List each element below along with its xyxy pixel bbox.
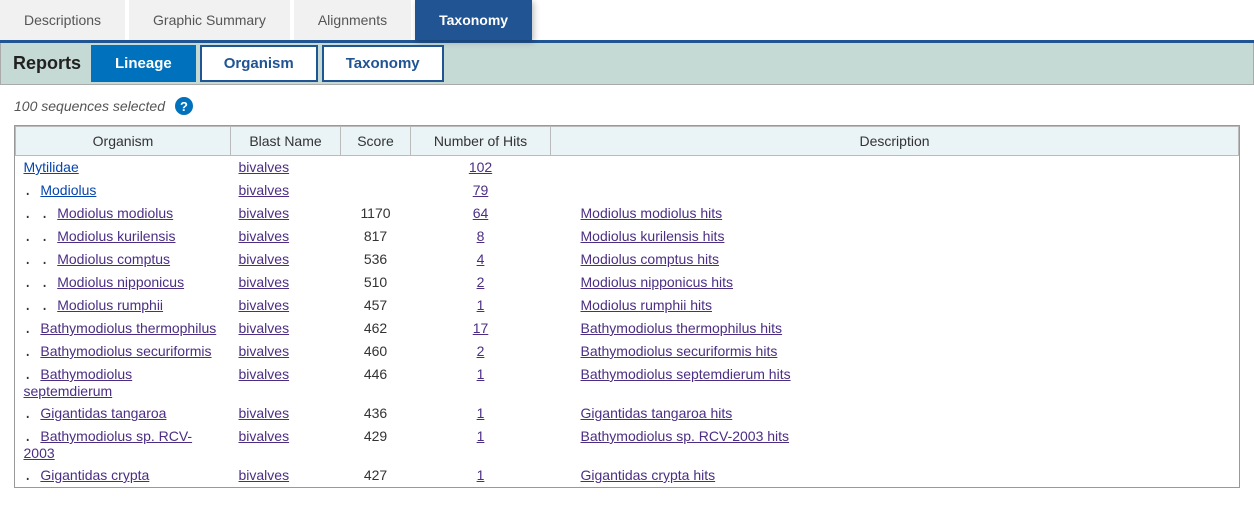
score-cell: 536 xyxy=(341,248,411,271)
organism-link[interactable]: Bathymodiolus securiformis xyxy=(40,343,211,359)
table-row: . . Modiolus nipponicusbivalves5102Modio… xyxy=(16,271,1239,294)
blast-name-link[interactable]: bivalves xyxy=(239,405,290,421)
hits-link[interactable]: 1 xyxy=(477,467,485,483)
organism-link[interactable]: Bathymodiolus septemdierum xyxy=(24,366,133,399)
description-link[interactable]: Bathymodiolus sp. RCV-2003 hits xyxy=(581,428,790,444)
hits-link[interactable]: 1 xyxy=(477,297,485,313)
description-link[interactable]: Modiolus comptus hits xyxy=(581,251,720,267)
col-score: Score xyxy=(341,127,411,156)
col-organism: Organism xyxy=(16,127,231,156)
score-cell: 460 xyxy=(341,340,411,363)
table-row: . Gigantidas tangaroabivalves4361Giganti… xyxy=(16,402,1239,425)
score-cell: 510 xyxy=(341,271,411,294)
table-body: Mytilidaebivalves102. Modiolusbivalves79… xyxy=(16,156,1239,488)
tab-graphic-summary[interactable]: Graphic Summary xyxy=(129,0,290,40)
score-cell: 429 xyxy=(341,425,411,464)
description-link[interactable]: Bathymodiolus septemdierum hits xyxy=(581,366,791,382)
blast-name-link[interactable]: bivalves xyxy=(239,320,290,336)
hits-link[interactable]: 1 xyxy=(477,366,485,382)
reports-label: Reports xyxy=(9,49,91,78)
table-row: . Bathymodiolus sp. RCV-2003bivalves4291… xyxy=(16,425,1239,464)
organism-link[interactable]: Gigantidas tangaroa xyxy=(40,405,166,421)
subtab-organism[interactable]: Organism xyxy=(200,45,318,82)
organism-link[interactable]: Modiolus comptus xyxy=(57,251,170,267)
col-number-of-hits: Number of Hits xyxy=(411,127,551,156)
score-cell: 436 xyxy=(341,402,411,425)
score-cell: 446 xyxy=(341,363,411,402)
table-row: . . Modiolus rumphiibivalves4571Modiolus… xyxy=(16,294,1239,317)
hits-link[interactable]: 2 xyxy=(477,274,485,290)
hits-link[interactable]: 1 xyxy=(477,428,485,444)
table-header-row: OrganismBlast NameScoreNumber of HitsDes… xyxy=(16,127,1239,156)
organism-link[interactable]: Modiolus kurilensis xyxy=(57,228,175,244)
hits-link[interactable]: 1 xyxy=(477,405,485,421)
blast-name-link[interactable]: bivalves xyxy=(239,205,290,221)
col-description: Description xyxy=(551,127,1239,156)
score-cell: 462 xyxy=(341,317,411,340)
description-link[interactable]: Bathymodiolus thermophilus hits xyxy=(581,320,783,336)
help-icon[interactable]: ? xyxy=(175,97,193,115)
score-cell: 1170 xyxy=(341,202,411,225)
organism-link[interactable]: Bathymodiolus sp. RCV-2003 xyxy=(24,428,193,461)
table-row: . . Modiolus modiolusbivalves117064Modio… xyxy=(16,202,1239,225)
blast-name-link[interactable]: bivalves xyxy=(239,251,290,267)
score-cell xyxy=(341,179,411,202)
organism-link[interactable]: Gigantidas crypta xyxy=(40,467,149,483)
blast-name-link[interactable]: bivalves xyxy=(239,343,290,359)
description-link[interactable]: Bathymodiolus securiformis hits xyxy=(581,343,778,359)
description-link[interactable]: Gigantidas crypta hits xyxy=(581,467,716,483)
blast-name-link[interactable]: bivalves xyxy=(239,467,290,483)
status-text: 100 sequences selected xyxy=(14,98,165,114)
table-row: . Bathymodiolus septemdierumbivalves4461… xyxy=(16,363,1239,402)
blast-name-link[interactable]: bivalves xyxy=(239,159,290,175)
description-link[interactable]: Modiolus kurilensis hits xyxy=(581,228,725,244)
blast-name-link[interactable]: bivalves xyxy=(239,182,290,198)
score-cell: 817 xyxy=(341,225,411,248)
taxonomy-table: OrganismBlast NameScoreNumber of HitsDes… xyxy=(15,126,1239,487)
subtab-lineage[interactable]: Lineage xyxy=(91,45,196,82)
organism-link[interactable]: Modiolus nipponicus xyxy=(57,274,184,290)
description-link[interactable]: Modiolus rumphii hits xyxy=(581,297,713,313)
table-row: . . Modiolus kurilensisbivalves8178Modio… xyxy=(16,225,1239,248)
hits-link[interactable]: 2 xyxy=(477,343,485,359)
tab-taxonomy[interactable]: Taxonomy xyxy=(415,0,532,40)
blast-name-link[interactable]: bivalves xyxy=(239,297,290,313)
table-row: . . Modiolus comptusbivalves5364Modiolus… xyxy=(16,248,1239,271)
organism-link[interactable]: Mytilidae xyxy=(24,159,79,175)
table-row: . Bathymodiolus securiformisbivalves4602… xyxy=(16,340,1239,363)
description-link[interactable]: Modiolus nipponicus hits xyxy=(581,274,734,290)
hits-link[interactable]: 64 xyxy=(473,205,489,221)
hits-link[interactable]: 4 xyxy=(477,251,485,267)
hits-link[interactable]: 17 xyxy=(473,320,489,336)
blast-name-link[interactable]: bivalves xyxy=(239,366,290,382)
reports-bar: Reports LineageOrganismTaxonomy xyxy=(0,43,1254,85)
hits-link[interactable]: 79 xyxy=(473,182,489,198)
hits-link[interactable]: 102 xyxy=(469,159,492,175)
score-cell: 427 xyxy=(341,464,411,487)
score-cell xyxy=(341,156,411,180)
table-row: Mytilidae bivalves 102 xyxy=(16,156,1239,180)
hits-link[interactable]: 8 xyxy=(477,228,485,244)
blast-name-link[interactable]: bivalves xyxy=(239,274,290,290)
description-link[interactable]: Modiolus modiolus hits xyxy=(581,205,723,221)
taxonomy-table-wrap: OrganismBlast NameScoreNumber of HitsDes… xyxy=(14,125,1240,488)
tab-descriptions[interactable]: Descriptions xyxy=(0,0,125,40)
organism-link[interactable]: Modiolus modiolus xyxy=(57,205,173,221)
organism-link[interactable]: Bathymodiolus thermophilus xyxy=(40,320,216,336)
description-link[interactable]: Gigantidas tangaroa hits xyxy=(581,405,733,421)
tab-alignments[interactable]: Alignments xyxy=(294,0,411,40)
blast-name-link[interactable]: bivalves xyxy=(239,428,290,444)
table-row: . Gigantidas cryptabivalves4271Gigantida… xyxy=(16,464,1239,487)
col-blast-name: Blast Name xyxy=(231,127,341,156)
score-cell: 457 xyxy=(341,294,411,317)
blast-name-link[interactable]: bivalves xyxy=(239,228,290,244)
organism-link[interactable]: Modiolus xyxy=(40,182,96,198)
table-row: . Bathymodiolus thermophilusbivalves4621… xyxy=(16,317,1239,340)
main-tabs: DescriptionsGraphic SummaryAlignmentsTax… xyxy=(0,0,1254,43)
table-row: . Modiolusbivalves79 xyxy=(16,179,1239,202)
status-row: 100 sequences selected ? xyxy=(0,85,1254,125)
subtab-taxonomy[interactable]: Taxonomy xyxy=(322,45,444,82)
organism-link[interactable]: Modiolus rumphii xyxy=(57,297,163,313)
